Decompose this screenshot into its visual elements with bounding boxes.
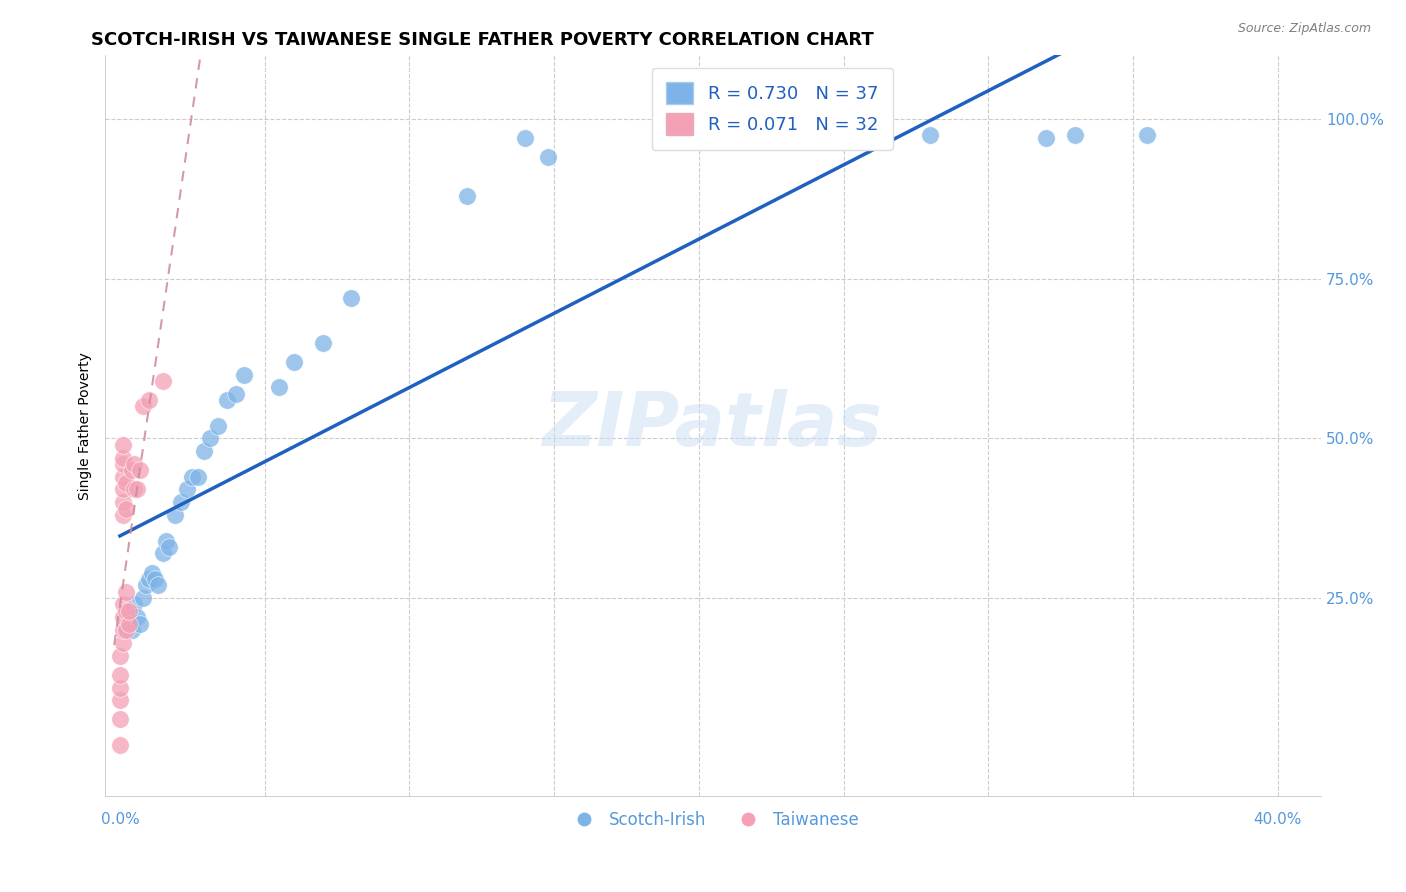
Point	[111, 623, 134, 637]
Point	[111, 598, 134, 612]
Point	[108, 681, 131, 695]
Point	[111, 450, 134, 465]
Point	[135, 578, 157, 592]
Point	[108, 693, 131, 707]
Point	[155, 533, 177, 548]
Text: ZIPatlas: ZIPatlas	[543, 389, 883, 462]
Point	[515, 131, 537, 145]
Point	[124, 457, 146, 471]
Point	[114, 476, 136, 491]
Point	[111, 469, 134, 483]
Point	[108, 713, 131, 727]
Point	[108, 738, 131, 752]
Point	[537, 150, 560, 164]
Point	[114, 584, 136, 599]
Point	[114, 623, 136, 637]
Point	[124, 598, 146, 612]
Text: 40.0%: 40.0%	[1254, 812, 1302, 827]
Point	[920, 128, 942, 142]
Point	[132, 400, 155, 414]
Point	[114, 501, 136, 516]
Point	[121, 463, 143, 477]
Point	[152, 374, 174, 388]
Point	[111, 483, 134, 497]
Point	[111, 508, 134, 522]
Point	[283, 355, 305, 369]
Point	[132, 591, 155, 605]
Point	[124, 483, 146, 497]
Point	[127, 483, 149, 497]
Point	[456, 188, 478, 202]
Point	[129, 463, 152, 477]
Text: 0.0%: 0.0%	[101, 812, 139, 827]
Legend: Scotch-Irish, Taiwanese: Scotch-Irish, Taiwanese	[561, 805, 866, 836]
Point	[187, 469, 209, 483]
Point	[117, 610, 139, 624]
Point	[233, 368, 256, 382]
Text: SCOTCH-IRISH VS TAIWANESE SINGLE FATHER POVERTY CORRELATION CHART: SCOTCH-IRISH VS TAIWANESE SINGLE FATHER …	[91, 31, 875, 49]
Point	[176, 483, 198, 497]
Point	[111, 610, 134, 624]
Text: Source: ZipAtlas.com: Source: ZipAtlas.com	[1237, 22, 1371, 36]
Point	[269, 380, 291, 394]
Point	[111, 438, 134, 452]
Point	[143, 572, 166, 586]
Point	[108, 667, 131, 681]
Point	[225, 386, 247, 401]
Point	[129, 616, 152, 631]
Point	[1035, 131, 1057, 145]
Point	[181, 469, 204, 483]
Point	[111, 495, 134, 509]
Point	[138, 393, 160, 408]
Y-axis label: Single Father Poverty: Single Father Poverty	[79, 351, 93, 500]
Point	[108, 648, 131, 663]
Point	[1136, 128, 1159, 142]
Point	[163, 508, 186, 522]
Point	[146, 578, 169, 592]
Point	[215, 393, 238, 408]
Point	[117, 616, 139, 631]
Point	[114, 623, 136, 637]
Point	[1064, 128, 1087, 142]
Point	[311, 335, 333, 350]
Point	[121, 623, 143, 637]
Point	[127, 610, 149, 624]
Point	[114, 604, 136, 618]
Point	[138, 572, 160, 586]
Point	[340, 291, 363, 305]
Point	[111, 457, 134, 471]
Point	[193, 444, 215, 458]
Point	[207, 418, 229, 433]
Point	[152, 546, 174, 560]
Point	[198, 431, 221, 445]
Point	[170, 495, 193, 509]
Point	[111, 636, 134, 650]
Point	[117, 604, 139, 618]
Point	[157, 540, 180, 554]
Point	[141, 566, 163, 580]
